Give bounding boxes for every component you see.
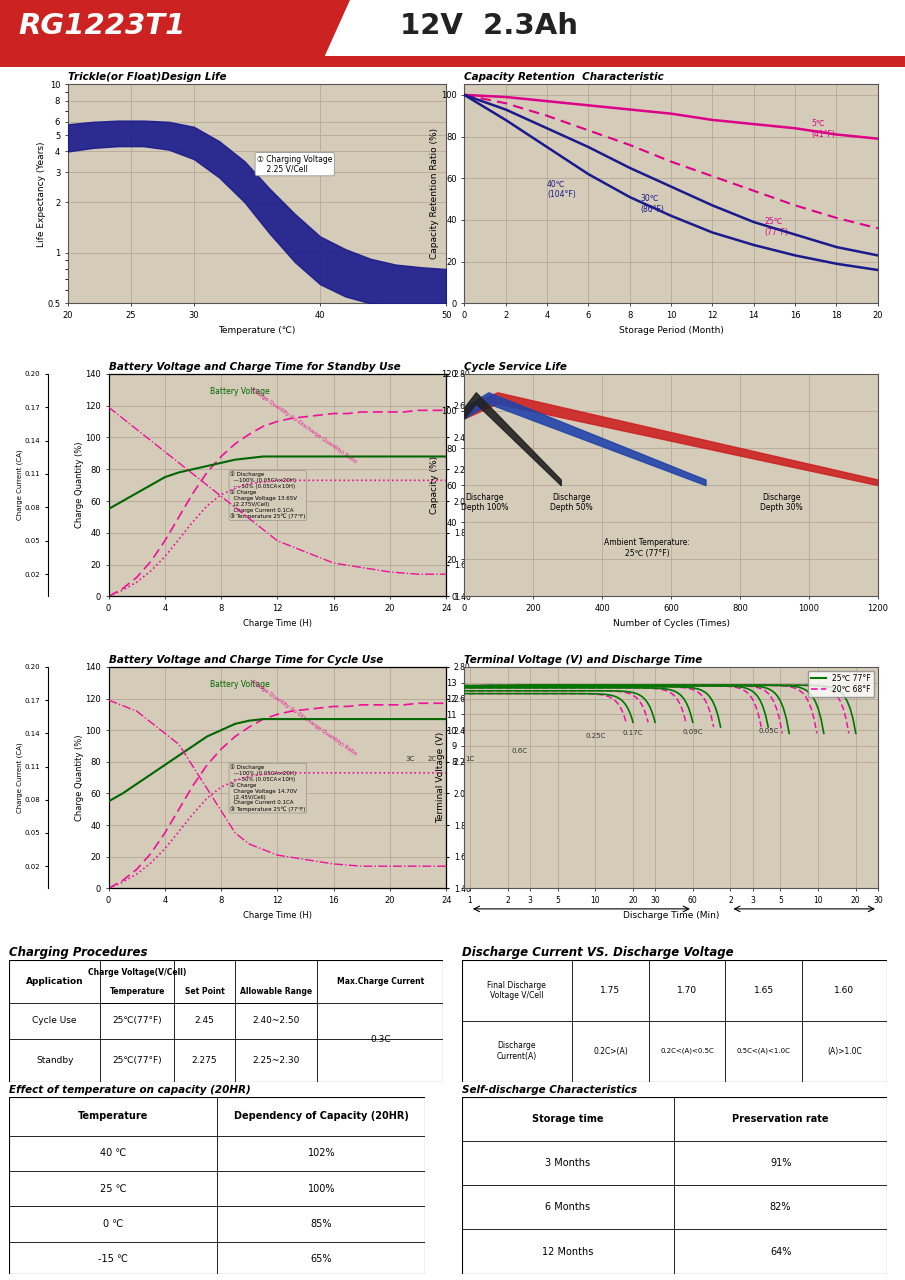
Text: Temperature: Temperature <box>110 987 165 996</box>
Text: Battery Voltage: Battery Voltage <box>210 387 270 396</box>
X-axis label: Charge Time (H): Charge Time (H) <box>243 618 312 627</box>
Text: 3 Months: 3 Months <box>546 1158 590 1169</box>
Text: Set Point: Set Point <box>185 987 224 996</box>
Text: Discharge
Depth 100%: Discharge Depth 100% <box>462 493 509 512</box>
Text: 65%: 65% <box>310 1254 332 1265</box>
Text: 1.65: 1.65 <box>754 986 774 995</box>
Text: 1.75: 1.75 <box>600 986 621 995</box>
X-axis label: Charge Time (H): Charge Time (H) <box>243 910 312 919</box>
Text: 1.60: 1.60 <box>834 986 854 995</box>
Text: Temperature: Temperature <box>78 1111 148 1121</box>
Text: Charge Quantity (to-Discharge Quantity) Ratio: Charge Quantity (to-Discharge Quantity) … <box>251 678 358 756</box>
Text: 2.45: 2.45 <box>195 1016 214 1025</box>
Text: Charge Quantity (to-Discharge Quantity) Ratio: Charge Quantity (to-Discharge Quantity) … <box>251 387 358 463</box>
Text: Self-discharge Characteristics: Self-discharge Characteristics <box>462 1084 636 1094</box>
Text: Dependency of Capacity (20HR): Dependency of Capacity (20HR) <box>233 1111 409 1121</box>
Text: Effect of temperature on capacity (20HR): Effect of temperature on capacity (20HR) <box>9 1084 251 1094</box>
Text: Charge Voltage(V/Cell): Charge Voltage(V/Cell) <box>88 968 186 977</box>
Text: 100%: 100% <box>308 1184 335 1194</box>
Text: Storage time: Storage time <box>532 1114 604 1124</box>
Text: ① Discharge
  —100% (0.05CA×20H)
  ----50% (0.05CA×10H)
② Charge
  Charge Voltag: ① Discharge —100% (0.05CA×20H) ----50% (… <box>230 472 306 520</box>
Y-axis label: Life Expectancy (Years): Life Expectancy (Years) <box>37 141 46 247</box>
Text: Discharge
Depth 30%: Discharge Depth 30% <box>760 493 803 512</box>
Y-axis label: Battery Voltage (V)/Per Cell: Battery Voltage (V)/Per Cell <box>472 433 481 538</box>
Text: 0.05C: 0.05C <box>758 728 778 733</box>
Y-axis label: Charge Current (CA): Charge Current (CA) <box>16 742 23 813</box>
Text: Battery Voltage and Charge Time for Cycle Use: Battery Voltage and Charge Time for Cycl… <box>109 654 383 664</box>
X-axis label: Discharge Time (Min): Discharge Time (Min) <box>623 910 719 919</box>
Text: Max.Charge Current: Max.Charge Current <box>337 978 424 987</box>
Text: 0.09C: 0.09C <box>682 728 703 735</box>
Text: 2C: 2C <box>428 756 437 763</box>
Y-axis label: Capacity Retention Ratio (%): Capacity Retention Ratio (%) <box>431 128 440 260</box>
Text: Trickle(or Float)Design Life: Trickle(or Float)Design Life <box>68 72 226 82</box>
Y-axis label: Charge Current (CA): Charge Current (CA) <box>16 449 23 521</box>
Y-axis label: Charge Quantity (%): Charge Quantity (%) <box>75 735 84 820</box>
Text: Battery Voltage: Battery Voltage <box>210 680 270 689</box>
Text: 0.3C: 0.3C <box>370 1034 391 1043</box>
Text: 25℃
(77°F): 25℃ (77°F) <box>764 218 788 237</box>
Text: 12V  2.3Ah: 12V 2.3Ah <box>400 13 578 40</box>
Text: 0.2C>(A): 0.2C>(A) <box>593 1047 628 1056</box>
Text: RG1223T1: RG1223T1 <box>18 13 186 40</box>
Text: Preservation rate: Preservation rate <box>732 1114 829 1124</box>
Text: Charging Procedures: Charging Procedures <box>9 946 148 959</box>
Y-axis label: Terminal Voltage (V): Terminal Voltage (V) <box>435 732 444 823</box>
Text: 102%: 102% <box>308 1148 335 1158</box>
Text: 0.25C: 0.25C <box>586 733 605 740</box>
Text: ① Charging Voltage
    2.25 V/Cell: ① Charging Voltage 2.25 V/Cell <box>257 155 332 174</box>
Text: Cycle Service Life: Cycle Service Life <box>464 361 567 371</box>
Text: 91%: 91% <box>770 1158 791 1169</box>
Text: Cycle Use: Cycle Use <box>33 1016 77 1025</box>
Text: Discharge
Current(A): Discharge Current(A) <box>497 1042 537 1061</box>
Text: 2.275: 2.275 <box>192 1056 217 1065</box>
Text: Ambient Temperature:
25℃ (77°F): Ambient Temperature: 25℃ (77°F) <box>604 539 690 558</box>
Text: Capacity Retention  Characteristic: Capacity Retention Characteristic <box>464 72 664 82</box>
Text: 1.70: 1.70 <box>677 986 697 995</box>
Bar <box>0 56 905 67</box>
Text: (A)>1.0C: (A)>1.0C <box>827 1047 862 1056</box>
Text: 25 ℃: 25 ℃ <box>100 1184 127 1194</box>
Text: Terminal Voltage (V) and Discharge Time: Terminal Voltage (V) and Discharge Time <box>464 654 702 664</box>
Text: 0.2C<(A)<0.5C: 0.2C<(A)<0.5C <box>660 1048 714 1055</box>
Text: 85%: 85% <box>310 1219 332 1229</box>
Text: 82%: 82% <box>770 1202 791 1212</box>
Y-axis label: Capacity (%): Capacity (%) <box>431 456 440 515</box>
Text: 0.5C<(A)<1.0C: 0.5C<(A)<1.0C <box>737 1048 790 1055</box>
Text: Discharge
Depth 50%: Discharge Depth 50% <box>550 493 593 512</box>
Y-axis label: Charge Quantity (%): Charge Quantity (%) <box>75 442 84 529</box>
Legend: 25℃ 77°F, 20℃ 68°F: 25℃ 77°F, 20℃ 68°F <box>808 671 874 698</box>
Text: Discharge Current VS. Discharge Voltage: Discharge Current VS. Discharge Voltage <box>462 946 733 959</box>
Text: 3C: 3C <box>405 756 414 763</box>
Text: 25℃(77°F): 25℃(77°F) <box>112 1056 162 1065</box>
Text: 64%: 64% <box>770 1247 791 1257</box>
Text: ① Discharge
  —100% (0.05CA×20H)
  ----50% (0.05CA×10H)
② Charge
  Charge Voltag: ① Discharge —100% (0.05CA×20H) ----50% (… <box>230 764 306 812</box>
Text: 2.25~2.30: 2.25~2.30 <box>252 1056 300 1065</box>
Text: 30℃
(86°F): 30℃ (86°F) <box>640 195 664 214</box>
Text: Battery Voltage and Charge Time for Standby Use: Battery Voltage and Charge Time for Stan… <box>109 361 400 371</box>
Text: 5℃
(41°F): 5℃ (41°F) <box>812 119 835 138</box>
Y-axis label: Battery Voltage (V)/Per Cell: Battery Voltage (V)/Per Cell <box>472 724 481 831</box>
X-axis label: Storage Period (Month): Storage Period (Month) <box>619 325 723 334</box>
Text: 25℃(77°F): 25℃(77°F) <box>112 1016 162 1025</box>
Text: 40℃
(104°F): 40℃ (104°F) <box>547 179 576 200</box>
Text: 0.17C: 0.17C <box>623 730 643 736</box>
Text: 1C: 1C <box>465 756 474 763</box>
X-axis label: Number of Cycles (Times): Number of Cycles (Times) <box>613 618 729 627</box>
Text: Final Discharge
Voltage V/Cell: Final Discharge Voltage V/Cell <box>488 980 547 1000</box>
Polygon shape <box>0 0 350 67</box>
Text: Application: Application <box>26 978 83 987</box>
Text: Standby: Standby <box>36 1056 73 1065</box>
Text: 6 Months: 6 Months <box>546 1202 590 1212</box>
Text: 2.40~2.50: 2.40~2.50 <box>252 1016 300 1025</box>
Text: 12 Months: 12 Months <box>542 1247 594 1257</box>
Text: 0.6C: 0.6C <box>512 748 528 754</box>
Text: -15 ℃: -15 ℃ <box>98 1254 129 1265</box>
Text: 0 ℃: 0 ℃ <box>103 1219 123 1229</box>
X-axis label: Temperature (℃): Temperature (℃) <box>218 325 296 334</box>
Text: 40 ℃: 40 ℃ <box>100 1148 127 1158</box>
Text: Allowable Range: Allowable Range <box>240 987 312 996</box>
